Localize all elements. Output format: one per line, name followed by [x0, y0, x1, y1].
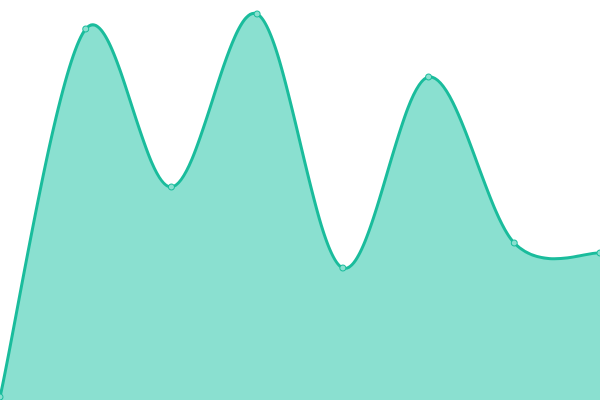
- data-point: [82, 25, 90, 33]
- data-markers: [0, 10, 600, 400]
- data-point: [0, 393, 4, 400]
- data-point: [339, 264, 347, 272]
- data-point: [596, 249, 600, 257]
- data-point: [253, 10, 261, 18]
- data-point: [425, 73, 433, 81]
- area-fill: [0, 13, 600, 400]
- data-point: [167, 183, 175, 191]
- data-point: [510, 239, 518, 247]
